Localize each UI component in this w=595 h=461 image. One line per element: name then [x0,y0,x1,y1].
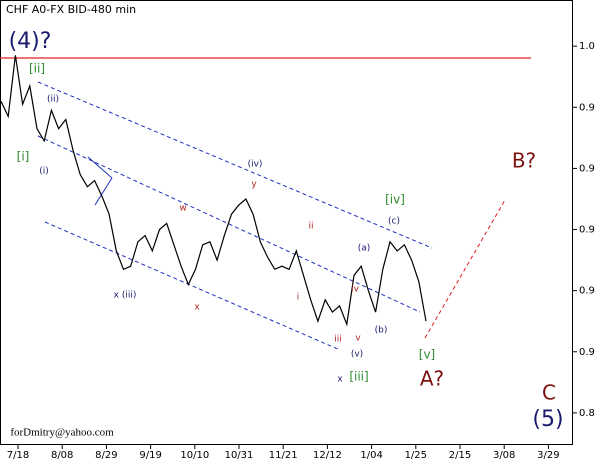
annotation: B? [512,149,536,173]
annotation: (ii) [47,95,59,105]
annotation: A? [420,367,444,391]
annotation: y [251,180,257,190]
x-tick-label: 8/08 [51,450,73,461]
x-tick-label: 10/31 [225,450,254,461]
x-tick-label: 7/18 [7,450,29,461]
annotation: [i] [17,150,30,164]
annotation: (4)? [9,29,52,54]
y-tick-label: 0.96 [579,163,595,174]
annotation: (v) [351,350,363,360]
y-tick-label: 0.94 [579,225,595,236]
annotation: ii [308,222,313,232]
annotation: C [542,381,556,405]
x-tick-label: 12/12 [313,450,342,461]
annotation: (b) [375,326,388,336]
y-tick-label: 0.92 [579,286,595,297]
annotation: [ii] [29,62,45,76]
x-tick-label: 3/29 [537,450,559,461]
annotation: (a) [358,244,371,254]
annotation: [iii] [349,370,368,384]
x-tick-label: 1/04 [360,450,382,461]
small-wedge [87,156,113,206]
x-tick-label: 8/29 [95,450,117,461]
x-tick-label: 2/15 [449,450,471,461]
annotation: iii [334,335,342,345]
annotation: (c) [388,217,400,227]
annotation: x [337,375,343,385]
y-tick-label: 1.0 [579,41,595,52]
annotation: v [355,334,361,344]
annotation: [iv] [385,193,405,207]
x-tick-label: 9/19 [139,450,161,461]
annotation: (iv) [248,160,263,170]
x-tick-label: 11/21 [269,450,298,461]
x-tick-label: 1/25 [405,450,427,461]
y-tick-label: 0.90 [579,347,595,358]
plot-frame [0,0,573,445]
forecast-line [424,199,506,339]
annotation: [v] [419,348,435,362]
x-tick-label: 3/08 [493,450,515,461]
annotation: iv [351,285,360,295]
annotation: (5) [532,407,563,432]
annotation: i [297,293,300,303]
x-tick-label: 10/10 [180,450,209,461]
annotation: w [179,204,186,214]
annotation: x (iii) [114,291,137,301]
price-line [0,55,427,327]
channel [37,81,433,351]
y-tick-label: 0.98 [579,102,595,113]
chart-title: CHF A0-FX BID-480 min [6,3,136,16]
annotation: x [194,303,200,313]
y-tick-label: 0.88 [579,408,595,419]
annotation: (i) [39,167,49,177]
annotation: forDmitry@yahoo.com [10,427,114,439]
